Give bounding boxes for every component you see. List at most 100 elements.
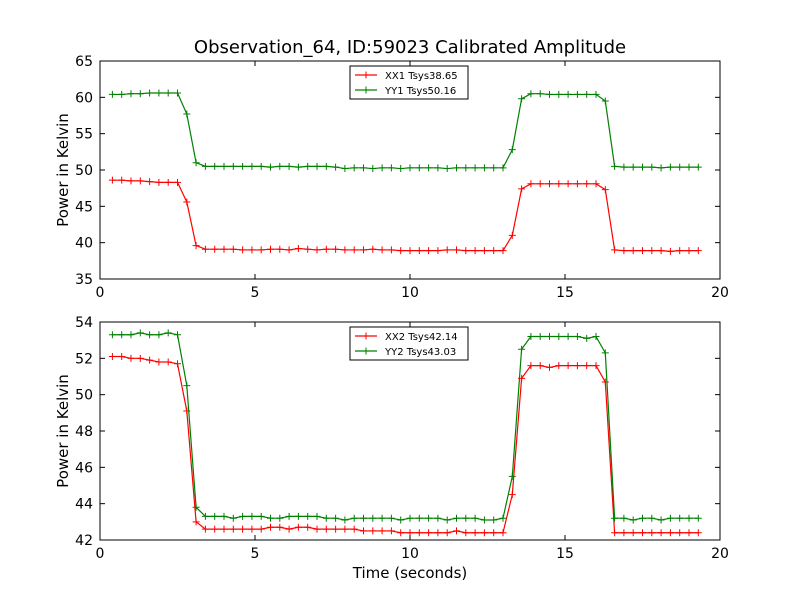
- bottom-series-1-point: [313, 525, 321, 533]
- top-series-1-point: [267, 245, 274, 253]
- top-series-2-point: [657, 164, 665, 172]
- bottom-series-2-point: [239, 512, 247, 520]
- top-series-2-point: [508, 146, 516, 154]
- top-legend-box: [349, 65, 469, 100]
- bottom-series-1-point: [536, 362, 544, 370]
- bottom-series-1-point: [611, 529, 619, 537]
- bottom-series-1-point: [397, 529, 405, 537]
- bottom-series-2-point: [406, 514, 414, 522]
- top-series-2-point: [425, 164, 433, 172]
- top-x-tick-label: 10: [401, 285, 419, 301]
- top-series-2-point: [341, 165, 349, 173]
- bottom-series-1-point: [601, 378, 609, 386]
- top-series-1-point: [183, 198, 191, 206]
- bottom-x-tick-label: 5: [251, 546, 260, 562]
- top-plot-area: [108, 89, 702, 255]
- bottom-series-2-point: [611, 514, 619, 522]
- bottom-series-2-point: [527, 333, 535, 341]
- bottom-series-2-point: [546, 333, 553, 341]
- top-x-tick-label: 0: [96, 285, 105, 301]
- bottom-series-1-point: [694, 529, 702, 537]
- top-series-1-point: [629, 247, 637, 255]
- top-series-1-point: [387, 246, 395, 254]
- bottom-series-1-point: [657, 529, 665, 537]
- top-series-1-point: [257, 246, 265, 254]
- bottom-series-2-point: [341, 516, 349, 524]
- top-series-1-point: [480, 247, 488, 255]
- bottom-series-1-point: [276, 523, 284, 531]
- bottom-series-1-point: [211, 525, 219, 533]
- top-series-2-point: [639, 163, 646, 171]
- top-series-1-point: [136, 177, 144, 185]
- top-series-1-point: [685, 247, 693, 255]
- bottom-series-2-point: [155, 331, 163, 339]
- bottom-series-2-point: [490, 516, 498, 524]
- bottom-series-1-point: [508, 491, 516, 499]
- top-series-1-point: [508, 231, 516, 239]
- top-series-2-point: [406, 164, 414, 172]
- top-series-1-point: [378, 246, 386, 254]
- top-y-axis-label: Power in Kelvin: [54, 113, 72, 227]
- top-series-2-point: [313, 162, 321, 170]
- top-series-1-point: [304, 245, 312, 253]
- bottom-series-1-point: [648, 529, 656, 537]
- top-series-2-point: [536, 90, 544, 98]
- top-series-2-point: [583, 90, 591, 98]
- bottom-y-axis-label: Power in Kelvin: [54, 374, 72, 488]
- bottom-series-1-point: [360, 527, 367, 535]
- top-series-1-point: [462, 247, 470, 255]
- bottom-legend-box: [349, 326, 469, 361]
- top-series-1-point: [434, 247, 442, 255]
- top-series-1-point: [657, 247, 665, 255]
- top-series-2-point: [666, 163, 674, 171]
- top-series-1-point: [527, 180, 535, 188]
- top-series-2-point: [220, 162, 228, 170]
- top-series-2-point: [471, 164, 479, 172]
- bottom-series-1-point: [164, 358, 172, 366]
- bottom-series-1-point: [118, 353, 126, 361]
- top-series-2-point: [518, 95, 526, 103]
- top-series-2-point: [257, 162, 265, 170]
- top-series-1-point: [360, 246, 367, 254]
- top-series-1-point: [490, 247, 498, 255]
- bottom-series-1-point: [257, 525, 265, 533]
- bottom-series-1-point: [527, 362, 535, 370]
- top-series-1-point: [397, 247, 405, 255]
- top-series-2-point: [294, 163, 302, 171]
- bottom-series-2-point: [480, 516, 488, 524]
- top-series-2-point: [211, 162, 219, 170]
- top-legend-marker: [362, 86, 370, 94]
- top-series-2-point: [267, 163, 274, 171]
- top-series-1-point: [192, 242, 200, 250]
- top-series-2-point: [555, 90, 563, 98]
- top-series-1-point: [518, 185, 526, 193]
- bottom-series-1-point: [639, 529, 646, 537]
- bottom-y-tick-label: 48: [75, 424, 93, 440]
- top-series-1-point: [118, 176, 126, 184]
- top-legend-label: YY1 Tsys50.16: [384, 86, 456, 97]
- bottom-series-2-point: [378, 514, 386, 522]
- top-series-1-point: [294, 244, 302, 252]
- bottom-series-1-point: [201, 525, 209, 533]
- top-series-1-point: [573, 180, 581, 188]
- bottom-series-1-point: [136, 354, 144, 362]
- bottom-y-tick-label: 46: [75, 460, 93, 476]
- top-series-1-point: [666, 247, 674, 255]
- top-series-2-point: [443, 165, 451, 173]
- top-series-1-point: [211, 245, 219, 253]
- top-series-2-point: [155, 89, 163, 97]
- bottom-x-tick-label: 15: [556, 546, 574, 562]
- bottom-legend-label: YY2 Tsys43.03: [384, 347, 456, 358]
- top-series-1-point: [108, 176, 116, 184]
- bottom-series-1-point: [369, 527, 377, 535]
- top-series-2-point: [592, 90, 600, 98]
- top-series-1-point: [499, 247, 507, 255]
- bottom-series-2-point: [360, 514, 367, 522]
- top-legend-label: XX1 Tsys38.65: [385, 71, 458, 82]
- top-series-2-point: [136, 90, 144, 98]
- bottom-series-2-point: [322, 514, 330, 522]
- bottom-series-1-point: [108, 353, 116, 361]
- bottom-series-2-point: [183, 382, 191, 390]
- bottom-series-2-point: [518, 345, 526, 353]
- bottom-series-1-point: [248, 525, 256, 533]
